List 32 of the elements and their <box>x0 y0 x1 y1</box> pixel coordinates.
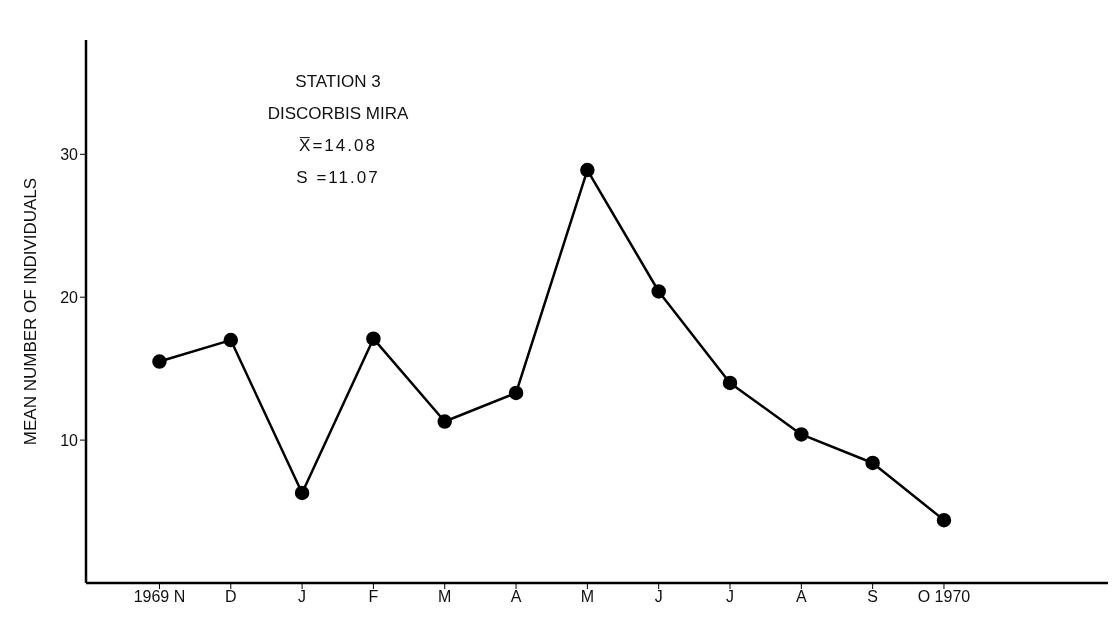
point <box>508 385 524 401</box>
y-tick-label: 10 <box>60 431 79 449</box>
point <box>223 332 239 348</box>
y-axis-title: MEAN NUMBER OF INDIVIDUALS <box>21 177 41 446</box>
annotation: S =11.07 <box>295 168 381 188</box>
x-tick-label: J <box>298 588 307 606</box>
annotation: X̅=14.08 <box>298 136 378 156</box>
point <box>794 427 809 442</box>
point <box>936 512 952 528</box>
text: DISCORBIS MIRA <box>266 104 410 124</box>
point <box>651 284 666 299</box>
point <box>865 455 880 471</box>
x-tick-label: J <box>654 588 663 606</box>
point <box>366 331 381 346</box>
x-tick-label: A <box>795 588 807 606</box>
x-tick-label: J <box>726 588 735 606</box>
x-tick-label: S <box>867 588 878 606</box>
point <box>580 162 595 178</box>
x-tick-label: 1969 N <box>133 588 186 606</box>
text: STATION 3 <box>294 72 382 92</box>
point <box>294 485 310 501</box>
x-tick-label: F <box>368 588 379 606</box>
x-tick-label: D <box>225 588 237 606</box>
y-tick-label: 20 <box>60 288 79 306</box>
x-tick-label: A <box>510 588 522 606</box>
point <box>152 354 167 369</box>
x-tick-label: O 1970 <box>917 588 971 606</box>
point <box>437 414 452 429</box>
point <box>722 375 738 391</box>
y-tick-label: 30 <box>60 146 79 163</box>
x-tick-label: M <box>438 588 452 606</box>
x-tick-label: M <box>580 588 595 606</box>
